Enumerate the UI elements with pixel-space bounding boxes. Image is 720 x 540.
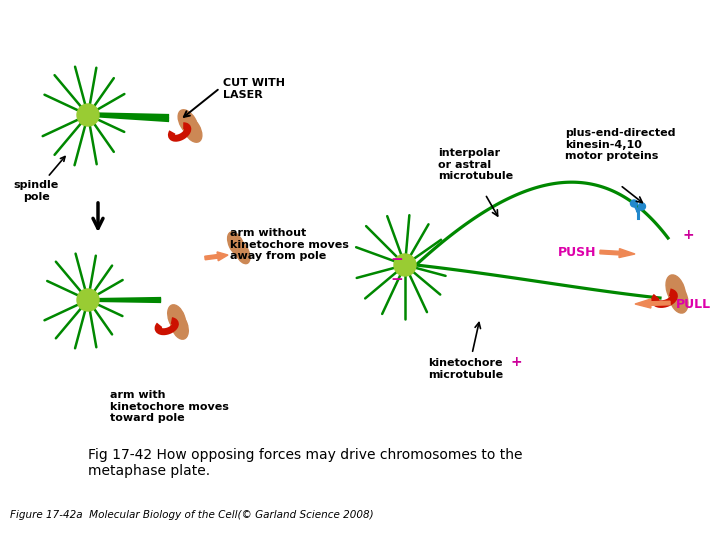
Text: PULL: PULL xyxy=(676,298,711,310)
Text: PUSH: PUSH xyxy=(557,246,596,260)
Text: CUT WITH
LASER: CUT WITH LASER xyxy=(223,78,285,99)
Circle shape xyxy=(77,104,99,126)
Ellipse shape xyxy=(168,305,186,332)
Text: arm with
kinetochore moves
toward pole: arm with kinetochore moves toward pole xyxy=(110,390,229,423)
Circle shape xyxy=(639,203,646,210)
Text: kinetochore
microtubule: kinetochore microtubule xyxy=(428,358,503,380)
Ellipse shape xyxy=(228,232,244,256)
Circle shape xyxy=(631,200,637,207)
Text: −: − xyxy=(391,252,403,267)
Text: +: + xyxy=(683,228,695,242)
Text: +: + xyxy=(510,355,521,369)
Ellipse shape xyxy=(666,275,685,305)
Text: Fig 17-42 How opposing forces may drive chromosomes to the
metaphase plate.: Fig 17-42 How opposing forces may drive … xyxy=(88,448,523,478)
FancyArrow shape xyxy=(635,299,670,308)
Text: −: − xyxy=(391,272,403,287)
Text: arm without
kinetochore moves
away from pole: arm without kinetochore moves away from … xyxy=(230,228,349,261)
Ellipse shape xyxy=(182,117,202,142)
FancyArrow shape xyxy=(600,248,635,258)
Text: plus-end-directed
kinesin-4,10
motor proteins: plus-end-directed kinesin-4,10 motor pro… xyxy=(565,128,675,161)
Circle shape xyxy=(77,289,99,311)
Text: Figure 17-42a  Molecular Biology of the Cell(© Garland Science 2008): Figure 17-42a Molecular Biology of the C… xyxy=(10,510,374,520)
Circle shape xyxy=(394,254,416,276)
Ellipse shape xyxy=(178,110,198,136)
Ellipse shape xyxy=(234,240,250,264)
Ellipse shape xyxy=(171,312,189,339)
Text: interpolar
or astral
microtubule: interpolar or astral microtubule xyxy=(438,148,513,181)
Text: spindle
pole: spindle pole xyxy=(14,157,65,201)
FancyArrow shape xyxy=(204,252,228,261)
Ellipse shape xyxy=(669,284,688,313)
